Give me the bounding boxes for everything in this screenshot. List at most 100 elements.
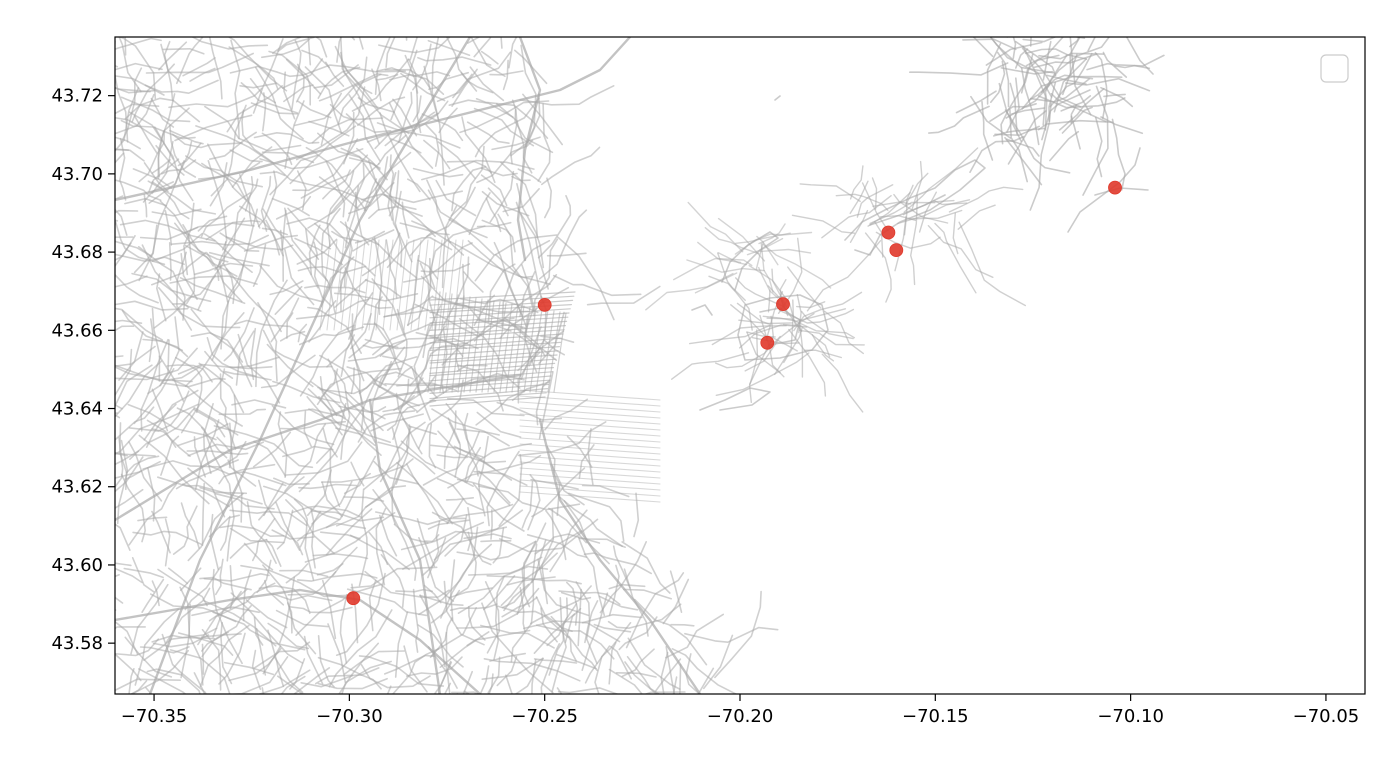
road-segment	[129, 680, 148, 694]
road-segment	[276, 509, 294, 550]
road-segment	[315, 37, 328, 58]
road-segment	[284, 207, 329, 282]
road-segment	[174, 114, 253, 142]
road-segment	[115, 221, 166, 266]
road-segment	[115, 325, 135, 332]
road-segment	[598, 595, 639, 611]
road-segment	[296, 572, 378, 582]
road-segment	[687, 201, 744, 253]
road-segment	[856, 184, 894, 218]
road-segment	[523, 620, 621, 643]
road-segment	[556, 653, 597, 670]
road-segment	[176, 251, 193, 331]
road-segment	[457, 364, 504, 412]
street-grid-line	[547, 311, 561, 393]
road-segment	[297, 323, 308, 343]
road-segment	[1049, 52, 1093, 108]
road-segment	[151, 388, 169, 432]
road-segment	[300, 674, 354, 688]
road-segment	[443, 580, 485, 646]
road-segment	[531, 543, 538, 584]
road-segment	[295, 63, 305, 103]
road-segment	[1012, 37, 1017, 59]
road-segment	[272, 163, 371, 204]
road-segment	[172, 303, 202, 312]
road-segment	[537, 195, 572, 259]
road-segment	[133, 368, 175, 425]
road-segment	[115, 345, 156, 367]
road-segment	[384, 100, 449, 147]
road-segment	[313, 64, 359, 89]
road-segment	[430, 589, 461, 624]
road-segment	[521, 480, 534, 529]
road-segment	[362, 344, 399, 349]
road-segment	[297, 100, 332, 119]
road-segment	[534, 533, 601, 555]
road-segment	[147, 467, 156, 522]
street-grid-line	[519, 491, 661, 503]
road-segment	[239, 173, 253, 226]
road-segment	[505, 674, 513, 694]
road-segment	[673, 257, 753, 281]
road-segment	[736, 302, 771, 325]
x-tick-label: −70.20	[707, 706, 774, 727]
street-grid-line	[463, 297, 477, 393]
street-grid-line	[429, 312, 570, 324]
road-segment	[577, 536, 606, 617]
road-segment	[703, 634, 734, 690]
road-segment	[746, 331, 781, 374]
road-segment	[203, 600, 277, 647]
road-segment	[293, 498, 315, 581]
road-segment	[905, 172, 929, 206]
road-segment	[139, 646, 190, 654]
road-segment	[404, 54, 419, 94]
road-segment	[350, 566, 438, 589]
road-segment	[493, 575, 505, 661]
road-segment	[1125, 37, 1154, 75]
road-segment	[285, 563, 309, 584]
data-point	[537, 297, 552, 312]
road-segment	[874, 221, 884, 258]
road-segment	[583, 552, 652, 575]
road-segment	[320, 250, 336, 314]
road-segment	[339, 37, 380, 145]
road-segment	[437, 430, 507, 464]
road-segment	[311, 510, 385, 522]
road-segment	[161, 633, 207, 694]
road-segment	[154, 126, 194, 202]
road-segment	[446, 498, 464, 525]
road-segment	[229, 527, 285, 544]
road-segment	[382, 355, 438, 399]
road-segment	[115, 300, 189, 311]
road-segment	[799, 329, 865, 346]
road-segment	[560, 591, 592, 601]
street-grid-line	[481, 300, 495, 393]
road-segment	[382, 395, 415, 413]
road-segment	[115, 253, 185, 266]
road-segment	[503, 583, 530, 612]
road-segment	[998, 82, 1022, 142]
road-segment	[115, 208, 128, 236]
road-segment	[348, 182, 395, 215]
road-segment	[115, 488, 144, 510]
road-segment	[526, 534, 588, 558]
y-tick-label: 43.66	[51, 320, 103, 341]
road-segment	[143, 194, 148, 218]
road-segment	[1069, 37, 1081, 76]
road-segment	[1100, 116, 1144, 135]
road-segment	[284, 248, 315, 306]
street-grid-line	[519, 443, 661, 455]
road-segment	[469, 66, 505, 102]
road-segment	[130, 583, 169, 655]
road-segment	[134, 608, 180, 686]
road-segment	[426, 186, 476, 238]
road-segment	[339, 593, 348, 664]
road-segment	[258, 585, 311, 615]
road-segment	[1114, 64, 1151, 70]
road-segment	[457, 565, 549, 614]
road-segment	[317, 132, 381, 169]
road-segment	[665, 613, 724, 659]
road-segment	[308, 300, 337, 343]
road-segment	[671, 648, 738, 694]
